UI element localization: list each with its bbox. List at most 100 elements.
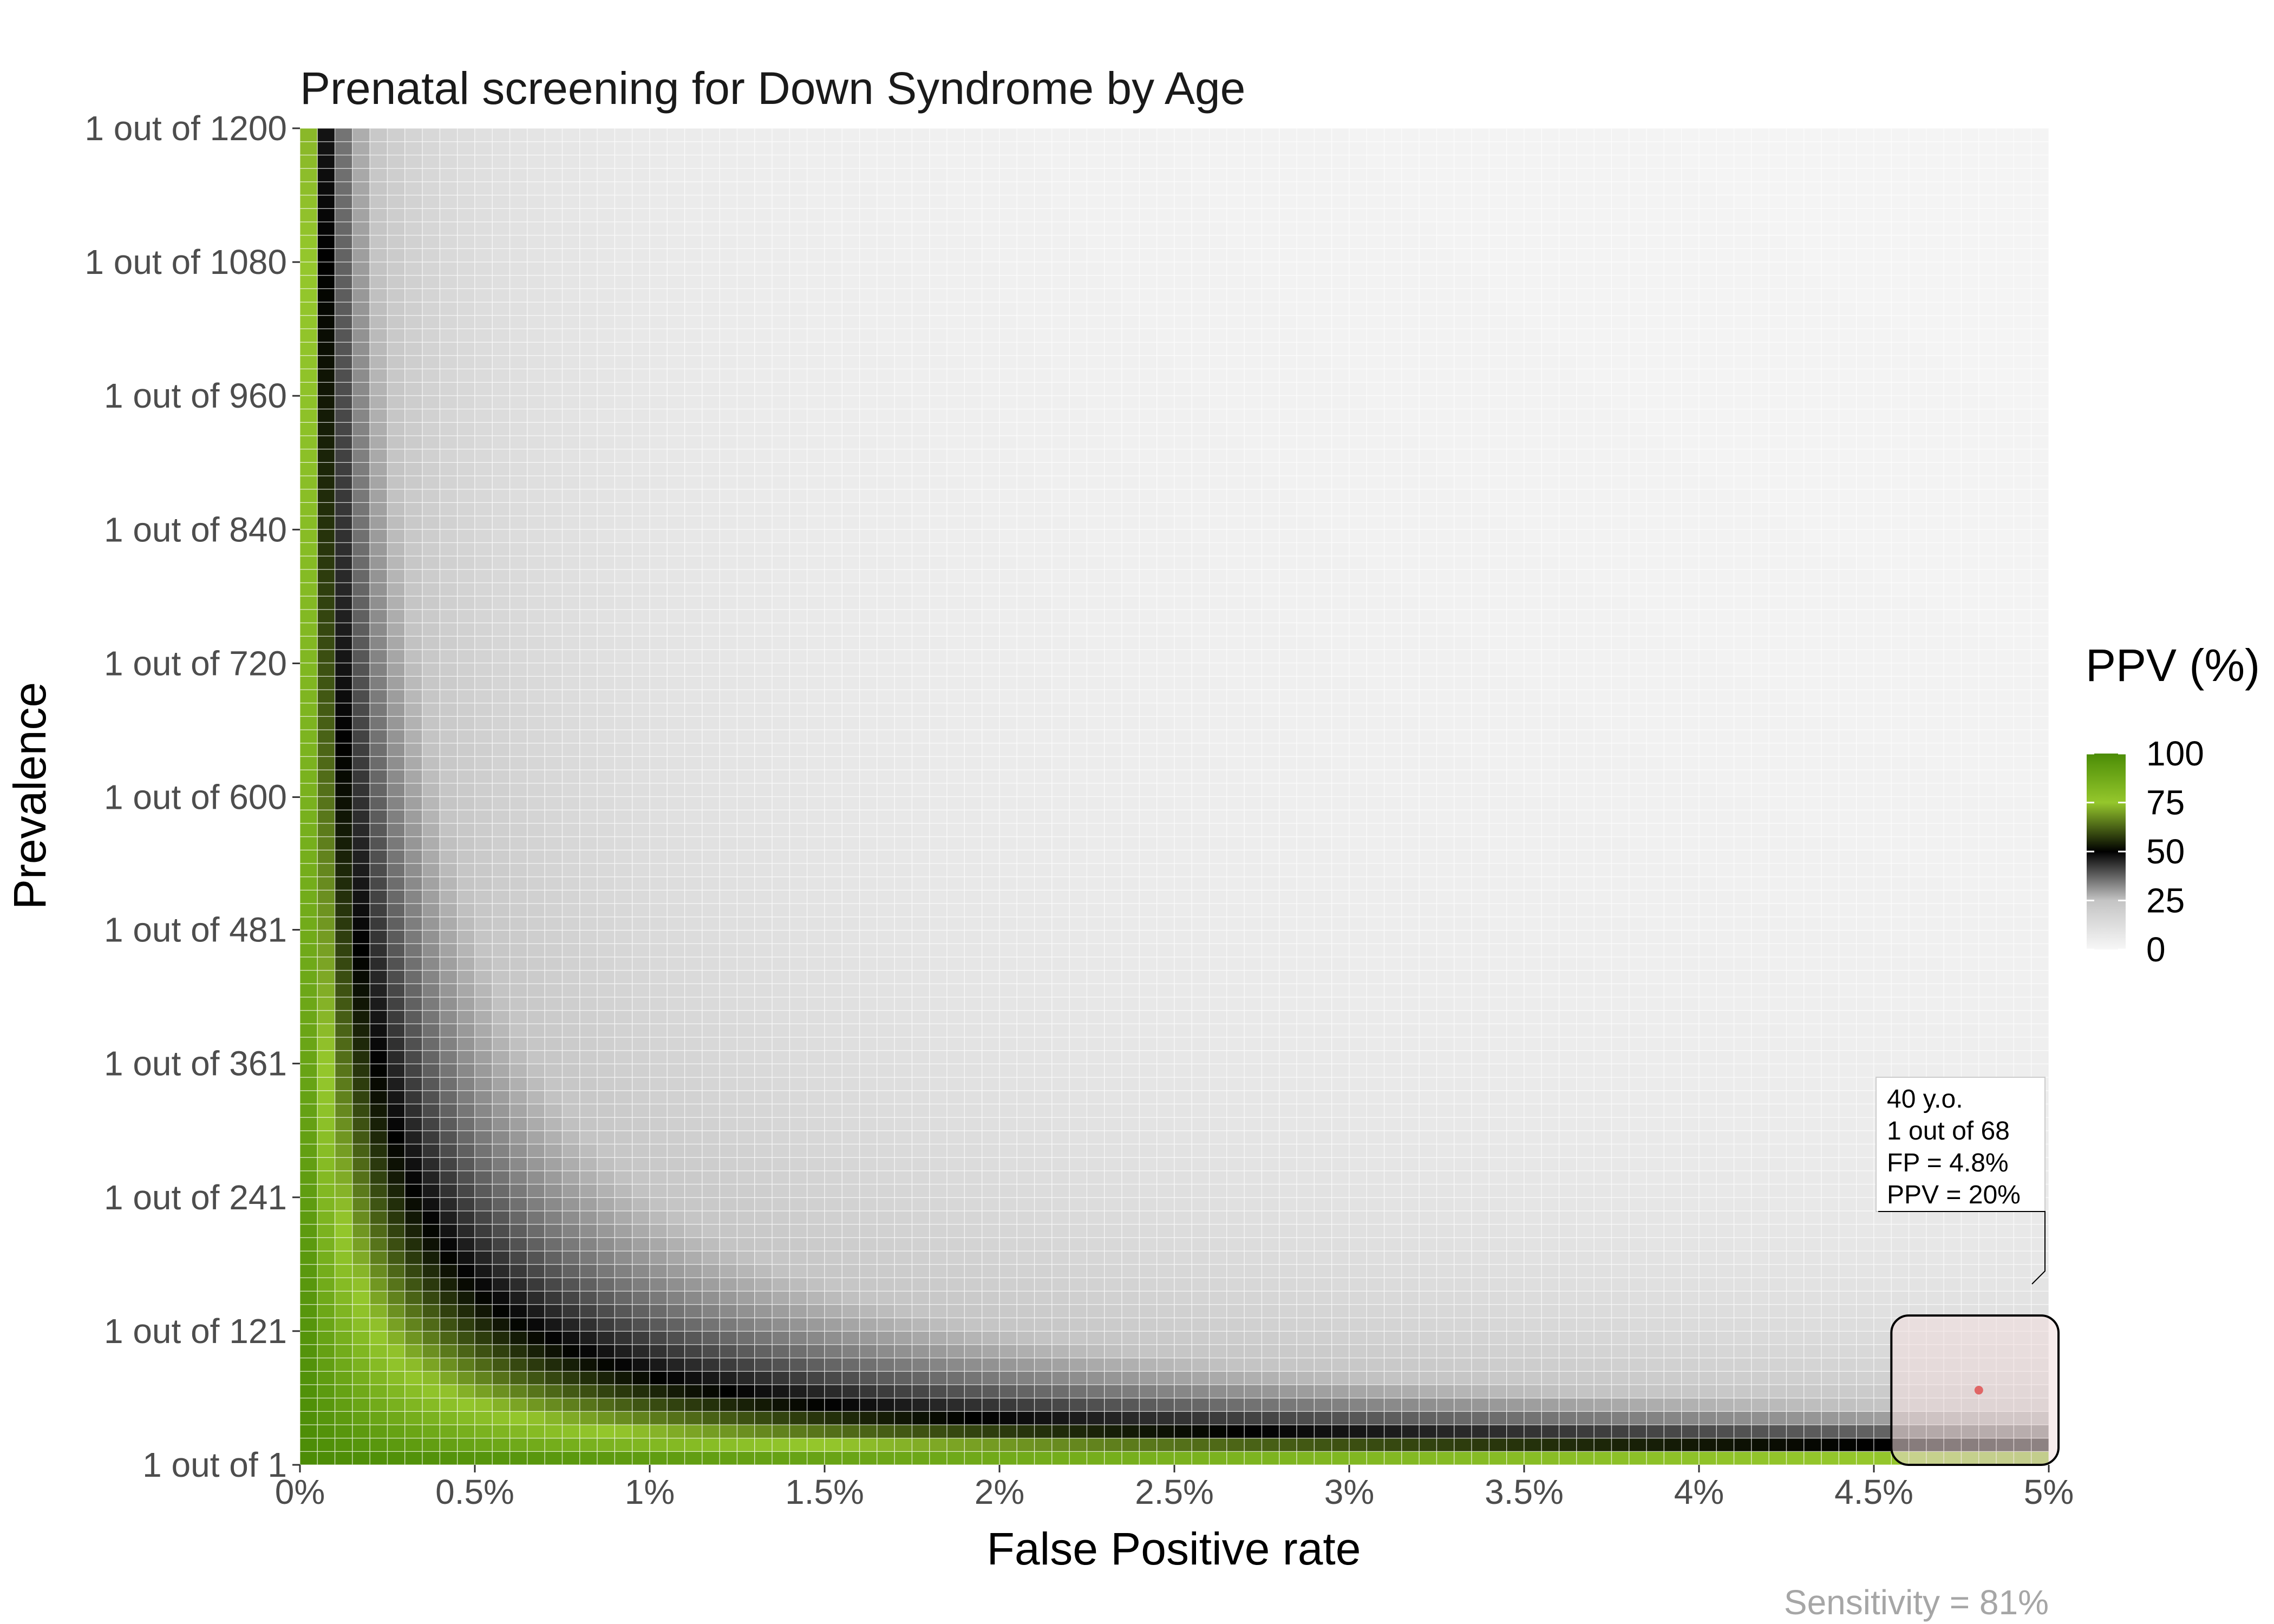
heatmap-cell <box>964 569 983 584</box>
heatmap-cell <box>544 462 563 476</box>
heatmap-cell <box>439 1197 458 1212</box>
heatmap-cell <box>1086 1291 1105 1305</box>
heatmap-cell <box>597 796 616 810</box>
heatmap-cell <box>492 876 511 891</box>
heatmap-cell <box>649 823 668 837</box>
heatmap-cell <box>1034 1250 1053 1265</box>
heatmap-cell <box>877 783 895 797</box>
heatmap-cell <box>649 1331 668 1345</box>
heatmap-cell <box>492 582 511 597</box>
heatmap-cell <box>597 849 616 864</box>
heatmap-cell <box>352 141 370 156</box>
heatmap-cell <box>824 836 842 850</box>
heatmap-cell <box>1121 1384 1140 1399</box>
heatmap-cell <box>369 1291 388 1305</box>
heatmap-cell <box>981 1077 1000 1091</box>
heatmap-cell <box>352 983 370 998</box>
heatmap-cell <box>614 435 633 450</box>
heatmap-cell <box>1086 1143 1105 1158</box>
heatmap-cell <box>1139 168 1158 182</box>
heatmap-cell <box>999 128 1017 142</box>
heatmap-cell <box>666 756 685 770</box>
heatmap-cell <box>1121 194 1140 209</box>
heatmap-cell <box>1016 488 1035 503</box>
heatmap-cell <box>666 903 685 918</box>
heatmap-cell <box>964 1384 983 1399</box>
heatmap-cell <box>544 595 563 610</box>
heatmap-cell <box>999 141 1017 156</box>
heatmap-cell <box>527 609 545 624</box>
heatmap-cell <box>352 328 370 343</box>
heatmap-cell <box>631 1117 650 1131</box>
heatmap-cell <box>964 1250 983 1265</box>
heatmap-cell <box>334 957 353 971</box>
heatmap-cell <box>894 756 913 770</box>
heatmap-cell <box>579 1197 598 1212</box>
heatmap-cell <box>684 448 703 463</box>
heatmap-cell <box>527 1210 545 1225</box>
heatmap-cell <box>806 1237 825 1252</box>
heatmap-cell <box>631 1250 650 1265</box>
heatmap-cell <box>1121 1037 1140 1051</box>
heatmap-cell <box>1104 876 1122 891</box>
heatmap-cell <box>684 194 703 209</box>
heatmap-cell <box>404 1050 423 1064</box>
heatmap-cell <box>946 662 965 677</box>
heatmap-cell <box>649 1223 668 1238</box>
heatmap-cell <box>877 929 895 944</box>
heatmap-cell <box>439 796 458 810</box>
heatmap-cell <box>859 1263 878 1279</box>
heatmap-cell <box>859 609 878 624</box>
heatmap-cell <box>369 729 388 744</box>
heatmap-cell <box>649 582 668 597</box>
heatmap-cell <box>422 916 441 931</box>
heatmap-cell <box>736 542 755 556</box>
heatmap-cell <box>422 1037 441 1051</box>
heatmap-cell <box>509 1197 528 1212</box>
heatmap-cell <box>929 609 948 624</box>
heatmap-cell <box>946 502 965 516</box>
heatmap-cell <box>806 1037 825 1051</box>
heatmap-cell <box>964 128 983 142</box>
heatmap-cell <box>1016 609 1035 624</box>
heatmap-cell <box>719 208 738 222</box>
heatmap-cell <box>772 315 790 330</box>
heatmap-cell <box>614 529 633 543</box>
heatmap-cell <box>877 1197 895 1212</box>
heatmap-cell <box>666 168 685 182</box>
heatmap-cell <box>439 702 458 717</box>
heatmap-cell <box>684 1210 703 1225</box>
heatmap-cell <box>579 1223 598 1238</box>
heatmap-cell <box>597 1010 616 1024</box>
heatmap-cell <box>422 716 441 730</box>
heatmap-cell <box>999 1117 1017 1131</box>
heatmap-cell <box>946 1411 965 1425</box>
heatmap-cell <box>352 595 370 610</box>
heatmap-cell <box>457 729 475 744</box>
heatmap-cell <box>911 1077 930 1091</box>
heatmap-cell <box>772 582 790 597</box>
heatmap-cell <box>1086 1304 1105 1319</box>
heatmap-cell <box>666 1143 685 1158</box>
heatmap-cell <box>492 1397 511 1412</box>
heatmap-cell <box>1104 422 1122 436</box>
heatmap-cell <box>631 662 650 677</box>
heatmap-cell <box>1051 1237 1070 1252</box>
heatmap-cell <box>1051 315 1070 330</box>
heatmap-cell <box>1069 809 1088 824</box>
heatmap-cell <box>911 622 930 637</box>
heatmap-cell <box>859 208 878 222</box>
heatmap-cell <box>684 515 703 530</box>
heatmap-cell <box>474 208 493 222</box>
heatmap-cell <box>666 769 685 784</box>
heatmap-cell <box>806 1223 825 1238</box>
heatmap-cell <box>1104 1050 1122 1064</box>
heatmap-cell <box>509 1411 528 1425</box>
heatmap-cell <box>387 943 406 958</box>
heatmap-cell <box>1051 569 1070 584</box>
heatmap-cell <box>929 355 948 370</box>
heatmap-cell <box>1034 836 1053 850</box>
heatmap-cell <box>509 368 528 383</box>
heatmap-cell <box>789 783 808 797</box>
heatmap-cell <box>439 315 458 330</box>
